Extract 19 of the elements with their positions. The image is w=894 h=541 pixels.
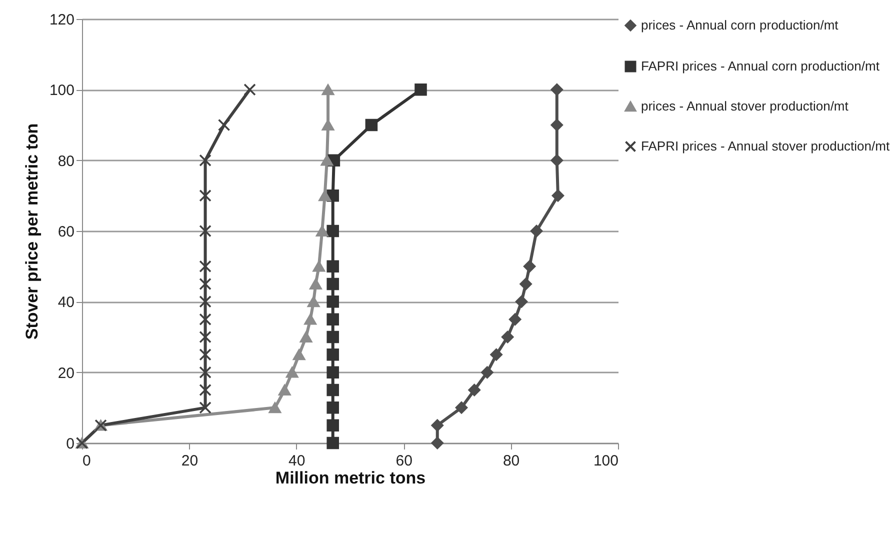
y-tick-label: 100 — [49, 82, 74, 100]
legend-label: prices - Annual stover production/mt — [641, 98, 849, 114]
x-axis-title: Million metric tons — [275, 468, 426, 488]
x-tick-label: 0 — [82, 452, 91, 470]
y-tick-label: 20 — [58, 364, 74, 382]
x-tick-label: 100 — [593, 452, 618, 470]
y-tick-label: 80 — [58, 152, 74, 170]
y-tick-label: 40 — [58, 294, 74, 312]
legend-label: prices - Annual corn production/mt — [641, 18, 839, 32]
x-tick-label: 40 — [288, 452, 306, 470]
legend-label: FAPRI prices - Annual stover production/mt — [641, 138, 890, 154]
x-tick-label: 80 — [502, 452, 520, 470]
x-tick-label: 60 — [396, 452, 412, 470]
y-tick-label: 120 — [49, 12, 74, 28]
y-tick-label: 60 — [58, 224, 74, 240]
x-tick-label: 20 — [181, 452, 198, 470]
legend-label: FAPRI prices - Annual corn production/mt — [641, 58, 880, 74]
y-tick-label: 0 — [66, 436, 74, 452]
y-axis-title: Stover price per metric ton — [22, 123, 42, 340]
